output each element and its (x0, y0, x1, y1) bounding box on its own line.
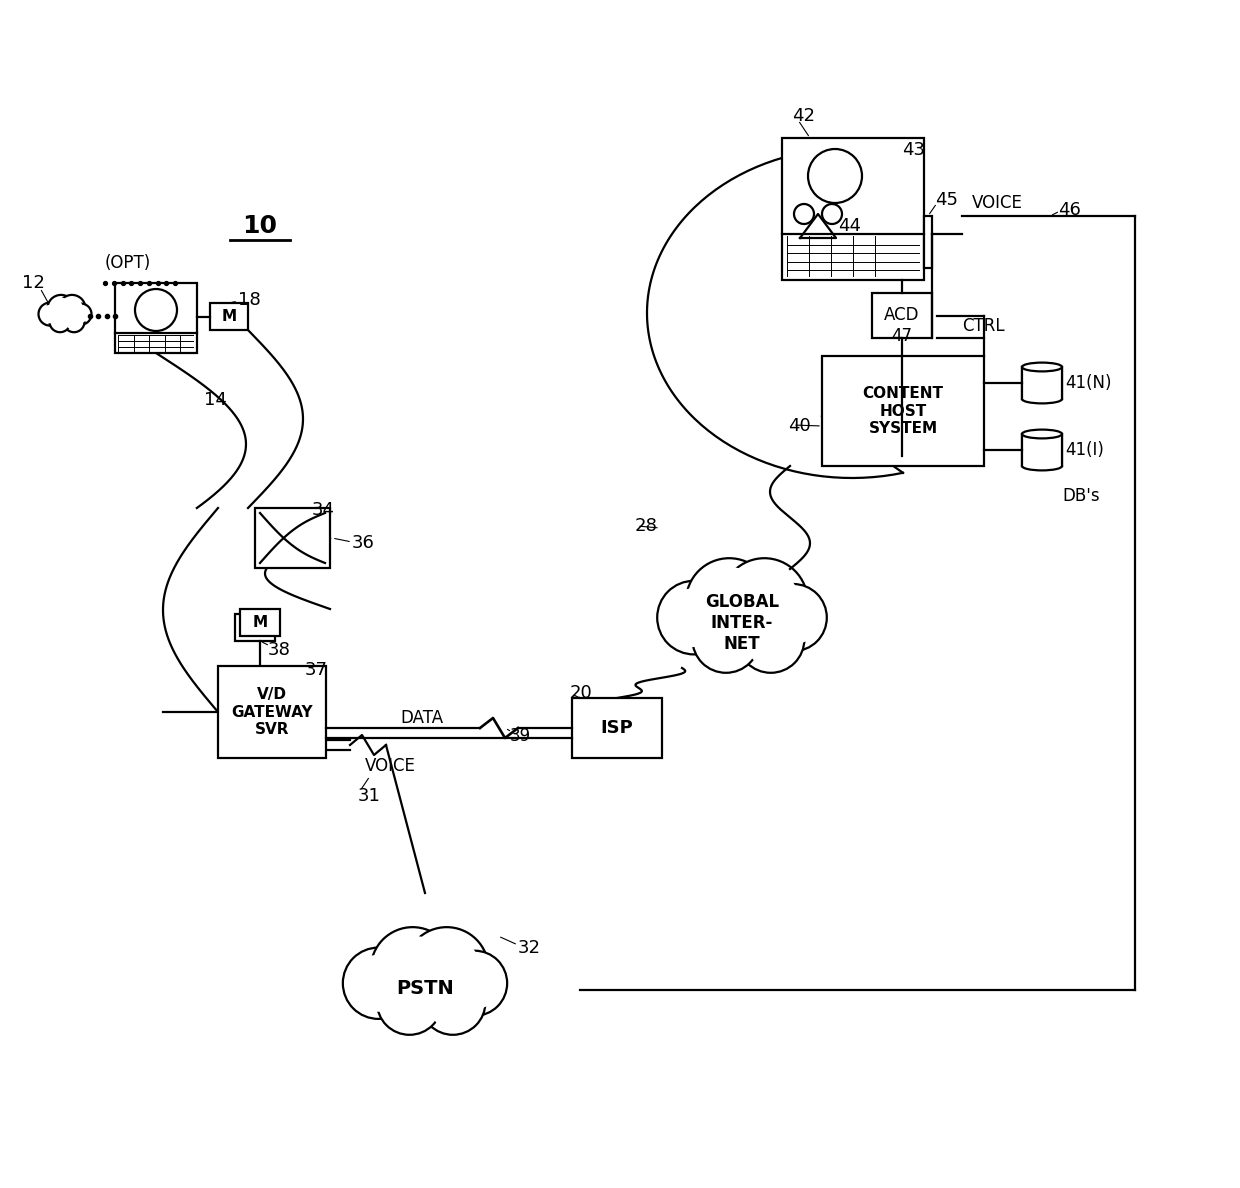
Ellipse shape (1022, 462, 1061, 470)
Text: 31: 31 (358, 786, 381, 805)
Circle shape (657, 581, 730, 655)
Bar (822, 356, 985, 466)
Circle shape (41, 305, 60, 323)
Bar (255, 508, 330, 568)
Text: CONTENT
HOST
SYSTEM: CONTENT HOST SYSTEM (863, 386, 944, 436)
Circle shape (135, 289, 177, 331)
Circle shape (420, 969, 485, 1035)
Circle shape (413, 935, 480, 1003)
Text: VOICE: VOICE (365, 757, 415, 775)
Circle shape (722, 558, 807, 645)
Circle shape (50, 298, 72, 320)
Text: M: M (222, 309, 237, 324)
Bar (115, 283, 197, 353)
Circle shape (371, 927, 454, 1011)
Circle shape (686, 558, 773, 645)
Text: 42: 42 (792, 107, 815, 125)
Ellipse shape (42, 303, 88, 329)
Text: 32: 32 (518, 939, 541, 958)
Text: 38: 38 (268, 642, 291, 659)
Circle shape (50, 311, 71, 333)
Ellipse shape (680, 595, 805, 651)
Bar (872, 293, 932, 339)
Ellipse shape (365, 963, 485, 1012)
Ellipse shape (46, 307, 84, 326)
Text: DB's: DB's (1061, 487, 1100, 505)
Text: DATA: DATA (401, 709, 444, 727)
Circle shape (47, 295, 74, 322)
Text: 12: 12 (22, 274, 45, 292)
Circle shape (66, 314, 82, 330)
Text: GLOBAL
INTER-
NET: GLOBAL INTER- NET (704, 593, 779, 652)
Text: 28: 28 (635, 517, 658, 535)
Text: M: M (253, 615, 268, 630)
Text: 14: 14 (203, 391, 227, 409)
Bar (241, 609, 280, 636)
Circle shape (342, 948, 414, 1019)
Text: PSTN: PSTN (396, 979, 454, 998)
Text: 41(N): 41(N) (1065, 374, 1111, 392)
Bar (210, 303, 248, 330)
Circle shape (760, 584, 827, 651)
Circle shape (58, 295, 86, 322)
Text: ACD: ACD (884, 307, 920, 324)
Circle shape (52, 314, 68, 330)
Text: 36: 36 (352, 533, 374, 552)
Circle shape (377, 969, 441, 1035)
Circle shape (744, 612, 797, 666)
Text: 39: 39 (510, 727, 531, 745)
Text: 46: 46 (1058, 201, 1081, 219)
Text: 45: 45 (935, 191, 959, 209)
Ellipse shape (1022, 362, 1061, 372)
Bar (1022, 367, 1061, 399)
Circle shape (699, 612, 753, 666)
Circle shape (730, 567, 799, 636)
Circle shape (61, 298, 83, 320)
Ellipse shape (668, 587, 816, 659)
Text: V/D
GATEWAY
SVR: V/D GATEWAY SVR (231, 687, 312, 737)
Text: 18: 18 (238, 291, 260, 309)
Text: 43: 43 (901, 141, 925, 159)
Text: 44: 44 (838, 217, 861, 235)
Text: ISP: ISP (600, 719, 634, 737)
Circle shape (794, 204, 813, 225)
Circle shape (427, 977, 479, 1029)
Text: VOICE: VOICE (972, 194, 1023, 211)
Ellipse shape (1022, 430, 1061, 438)
Circle shape (808, 148, 862, 203)
Circle shape (441, 950, 507, 1016)
Ellipse shape (353, 955, 496, 1020)
Circle shape (71, 304, 92, 324)
Circle shape (63, 311, 84, 333)
Circle shape (383, 977, 435, 1029)
Circle shape (404, 927, 489, 1011)
Bar (782, 138, 924, 280)
Circle shape (738, 606, 805, 672)
Bar (924, 216, 932, 268)
Text: 40: 40 (787, 417, 811, 435)
Ellipse shape (1022, 394, 1061, 404)
Circle shape (665, 588, 723, 647)
Circle shape (692, 606, 760, 672)
Text: CTRL: CTRL (962, 317, 1004, 335)
Text: 41(I): 41(I) (1065, 441, 1104, 459)
Circle shape (766, 590, 820, 644)
Bar (1022, 434, 1061, 466)
Circle shape (350, 955, 407, 1012)
Text: 47: 47 (892, 327, 913, 345)
Circle shape (73, 305, 89, 322)
Circle shape (449, 958, 501, 1010)
Text: 20: 20 (570, 684, 593, 702)
Text: 37: 37 (305, 661, 329, 680)
Bar (218, 666, 326, 758)
Bar (236, 614, 275, 642)
Circle shape (38, 303, 62, 326)
Circle shape (822, 204, 842, 225)
Text: (OPT): (OPT) (105, 254, 151, 272)
Circle shape (379, 935, 446, 1003)
Bar (572, 699, 662, 758)
Text: 34: 34 (312, 501, 335, 519)
Circle shape (694, 567, 764, 636)
Text: 10: 10 (243, 214, 278, 238)
